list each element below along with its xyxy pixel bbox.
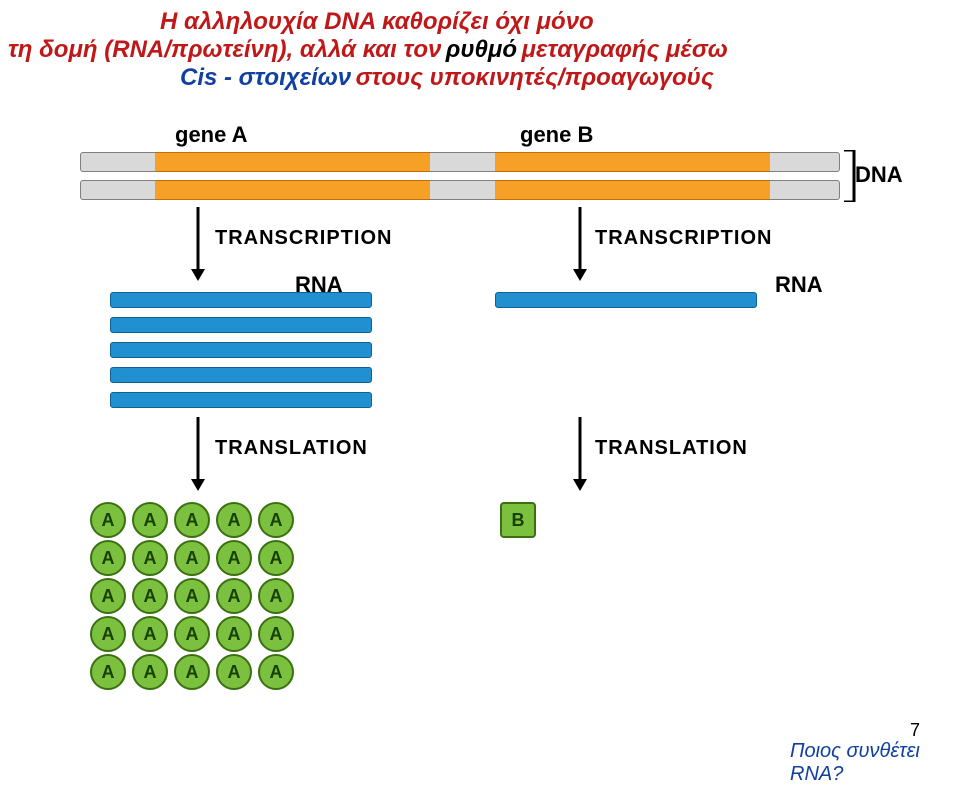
- protein-a: A: [216, 502, 252, 538]
- gene-a-region: [155, 152, 430, 172]
- transcription-arrow-a: [188, 207, 208, 281]
- diagram: gene A gene B DNA TRANSCRIPTION TRANSCRIPTIO…: [0, 122, 960, 702]
- protein-a-row: AAAAA: [90, 540, 300, 576]
- title-block: Η αλληλουχία DNA καθορίζει όχι μόνο τη δ…: [0, 0, 960, 92]
- protein-a: A: [174, 540, 210, 576]
- rna-label-a: RNA: [295, 272, 343, 298]
- protein-a: A: [216, 540, 252, 576]
- protein-a: A: [90, 616, 126, 652]
- gene-a-label: gene A: [175, 122, 248, 148]
- dna-strand: [80, 180, 840, 200]
- gene-b-region: [495, 152, 770, 172]
- protein-a: A: [216, 654, 252, 690]
- rna-label-b: RNA: [775, 272, 823, 298]
- page-number: 7: [910, 720, 920, 741]
- rna-a-4: [110, 392, 372, 408]
- protein-a-row: AAAAA: [90, 502, 300, 538]
- protein-a: A: [90, 578, 126, 614]
- title-line2-post: μεταγραφής μέσω: [522, 36, 728, 63]
- protein-a: A: [174, 654, 210, 690]
- protein-a-row: AAAAA: [90, 616, 300, 652]
- protein-a: A: [132, 616, 168, 652]
- translation-label-a: TRANSLATION: [215, 437, 368, 460]
- protein-a: A: [90, 654, 126, 690]
- protein-a: A: [216, 578, 252, 614]
- protein-a: A: [90, 502, 126, 538]
- protein-a: A: [90, 540, 126, 576]
- rna-a-2: [110, 342, 372, 358]
- transcription-label-a: TRANSCRIPTION: [215, 227, 392, 250]
- dna-strand: [80, 152, 840, 172]
- protein-a: A: [174, 502, 210, 538]
- title-line2-pre: τη δομή (RNA/πρωτείνη), αλλά και τον: [8, 36, 441, 63]
- protein-a: A: [132, 540, 168, 576]
- protein-a: A: [258, 654, 294, 690]
- protein-a: A: [258, 616, 294, 652]
- protein-a: A: [258, 502, 294, 538]
- gene-b-region: [495, 180, 770, 200]
- transcription-arrow-b: [570, 207, 590, 281]
- title-line2-rhythm: ρυθμό: [446, 36, 517, 63]
- transcription-label-b: TRANSCRIPTION: [595, 227, 772, 250]
- protein-a: A: [174, 616, 210, 652]
- protein-a-row: AAAAA: [90, 654, 300, 690]
- protein-a: A: [258, 578, 294, 614]
- protein-a-row: AAAAA: [90, 578, 300, 614]
- protein-a: A: [132, 654, 168, 690]
- rna-a-1: [110, 317, 372, 333]
- protein-b: B: [500, 502, 536, 538]
- protein-b-row: B: [500, 502, 536, 538]
- dna-label: DNA: [855, 162, 903, 188]
- translation-label-b: TRANSLATION: [595, 437, 748, 460]
- protein-a: A: [174, 578, 210, 614]
- rna-b-0: [495, 292, 757, 308]
- title-line3-rest: στους υποκινητές/προαγωγούς: [356, 64, 714, 91]
- gene-b-label: gene B: [520, 122, 593, 148]
- protein-a: A: [132, 578, 168, 614]
- footer-question: Ποιος συνθέτει RNA?: [790, 740, 960, 786]
- protein-a: A: [258, 540, 294, 576]
- title-line1: Η αλληλουχία DNA καθορίζει όχι μόνο: [160, 8, 594, 35]
- protein-a: A: [132, 502, 168, 538]
- gene-a-region: [155, 180, 430, 200]
- translation-arrow-a: [188, 417, 208, 491]
- rna-a-3: [110, 367, 372, 383]
- protein-a: A: [216, 616, 252, 652]
- translation-arrow-b: [570, 417, 590, 491]
- title-line3-cis: Cis - στοιχείων: [180, 64, 351, 91]
